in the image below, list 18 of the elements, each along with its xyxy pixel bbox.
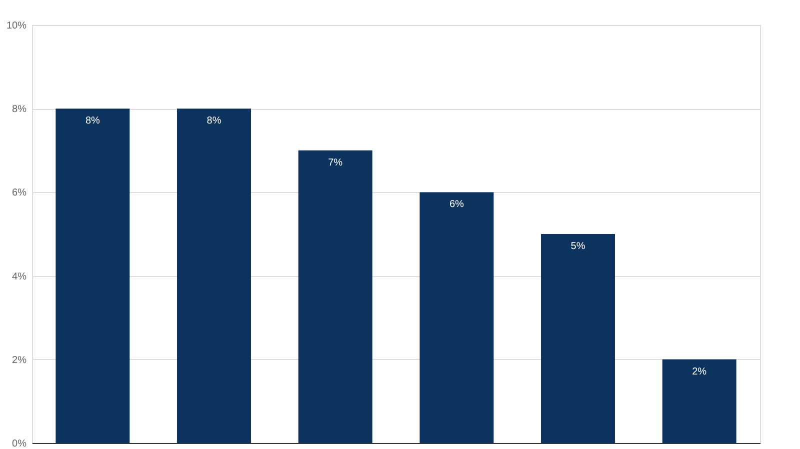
bar — [420, 192, 494, 443]
y-tick-label: 10% — [6, 20, 27, 32]
bar — [177, 108, 251, 443]
bar — [662, 359, 736, 443]
bar — [56, 108, 130, 443]
y-tick-label: 8% — [12, 104, 27, 116]
data-label: 2% — [692, 366, 707, 378]
y-tick-label: 2% — [12, 354, 27, 366]
data-label: 8% — [85, 116, 100, 127]
data-label: 5% — [570, 241, 586, 252]
y-tick-label: 6% — [12, 188, 27, 199]
y-tick-label: 0% — [12, 438, 27, 449]
data-label: 8% — [206, 116, 222, 127]
bar — [298, 150, 372, 443]
y-tick-label: 4% — [12, 271, 27, 282]
data-label: 6% — [449, 199, 464, 210]
data-label: 7% — [328, 157, 343, 168]
bar — [541, 234, 615, 443]
